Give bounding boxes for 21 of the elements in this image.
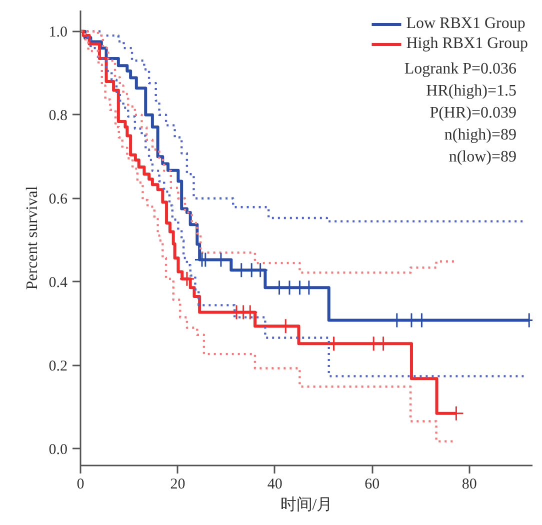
legend-label: Low RBX1 Group <box>406 15 526 33</box>
annotation: Logrank P=0.036 <box>404 60 516 78</box>
y-tick-label: 0.0 <box>48 442 68 458</box>
y-tick-label: 0.2 <box>48 358 68 374</box>
y-tick-label: 0.4 <box>48 274 68 291</box>
x-tick-label: 20 <box>170 476 186 492</box>
y-tick-label: 1.0 <box>48 24 68 40</box>
legend-label: High RBX1 Group <box>406 35 528 53</box>
annotation: HR(high)=1.5 <box>426 82 517 100</box>
annotation: n(high)=89 <box>444 126 516 144</box>
point <box>179 271 195 287</box>
x-axis-title: 时间/月 <box>280 496 333 514</box>
x-tick-label: 60 <box>364 476 380 492</box>
x-tick-label: 40 <box>267 476 282 492</box>
y-axis-title: Percent survival <box>24 186 41 290</box>
y-tick-label: 0.6 <box>48 191 68 208</box>
annotation: n(low)=89 <box>448 148 517 166</box>
y-tick-label: 0.8 <box>48 108 68 124</box>
x-tick-label: 80 <box>462 476 477 492</box>
annotation: P(HR)=0.039 <box>430 104 517 122</box>
x-tick-label: 0 <box>76 476 84 492</box>
